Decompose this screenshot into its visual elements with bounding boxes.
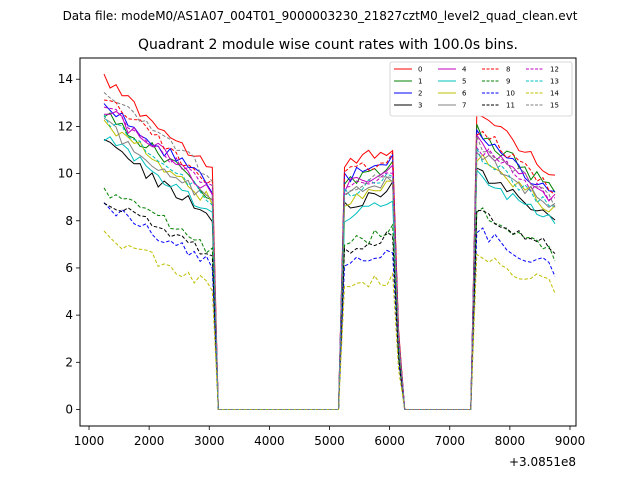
plot-lines [103, 73, 556, 410]
legend-label-15: 15 [550, 102, 559, 110]
series-line-15 [103, 92, 556, 410]
y-tick-label: 2 [65, 355, 73, 369]
legend-frame [389, 61, 573, 117]
legend-label-14: 14 [550, 90, 559, 98]
x-tick-label: 5000 [314, 434, 345, 448]
legend-label-0: 0 [418, 66, 422, 74]
figure-suptitle: Data file: modeM0/AS1A07_004T01_90000032… [63, 9, 578, 23]
legend-label-1: 1 [418, 78, 422, 86]
legend-label-7: 7 [462, 102, 466, 110]
y-tick-label: 0 [65, 402, 73, 416]
y-tick-label: 6 [65, 261, 73, 275]
legend-label-9: 9 [506, 78, 510, 86]
legend-label-2: 2 [418, 90, 422, 98]
x-tick-label: 6000 [374, 434, 405, 448]
legend-label-8: 8 [506, 66, 510, 74]
x-offset-text: +3.0851e8 [509, 455, 576, 469]
x-tick-label: 7000 [434, 434, 465, 448]
series-line-9 [103, 187, 556, 410]
series-line-11 [103, 202, 556, 410]
x-tick-label: 2000 [134, 434, 165, 448]
series-line-8 [103, 99, 556, 410]
legend-label-12: 12 [550, 66, 559, 74]
x-tick-label: 8000 [495, 434, 526, 448]
legend-label-3: 3 [418, 102, 422, 110]
y-tick-label: 8 [65, 214, 73, 228]
x-tick-label: 3000 [194, 434, 225, 448]
y-tick-label: 14 [58, 72, 73, 86]
x-tick-label: 1000 [74, 434, 105, 448]
series-line-13 [103, 114, 556, 410]
y-tick-label: 12 [58, 119, 73, 133]
y-axis: 0 2 4 6 8 10 12 14 [58, 72, 80, 416]
x-axis: 1000 2000 3000 4000 5000 6000 7000 8000 9000 [74, 426, 586, 448]
x-tick-label: 9000 [555, 434, 586, 448]
legend-label-11: 11 [506, 102, 515, 110]
legend-label-6: 6 [462, 90, 467, 98]
legend-label-5: 5 [462, 78, 466, 86]
legend-label-13: 13 [550, 78, 559, 86]
plot-area-frame [79, 57, 577, 427]
y-tick-label: 4 [65, 308, 73, 322]
legend-label-4: 4 [462, 66, 467, 74]
x-tick-label: 4000 [254, 434, 285, 448]
chart-title: Quadrant 2 module wise count rates with … [138, 37, 518, 53]
legend-label-10: 10 [506, 90, 515, 98]
y-tick-label: 10 [58, 167, 73, 181]
